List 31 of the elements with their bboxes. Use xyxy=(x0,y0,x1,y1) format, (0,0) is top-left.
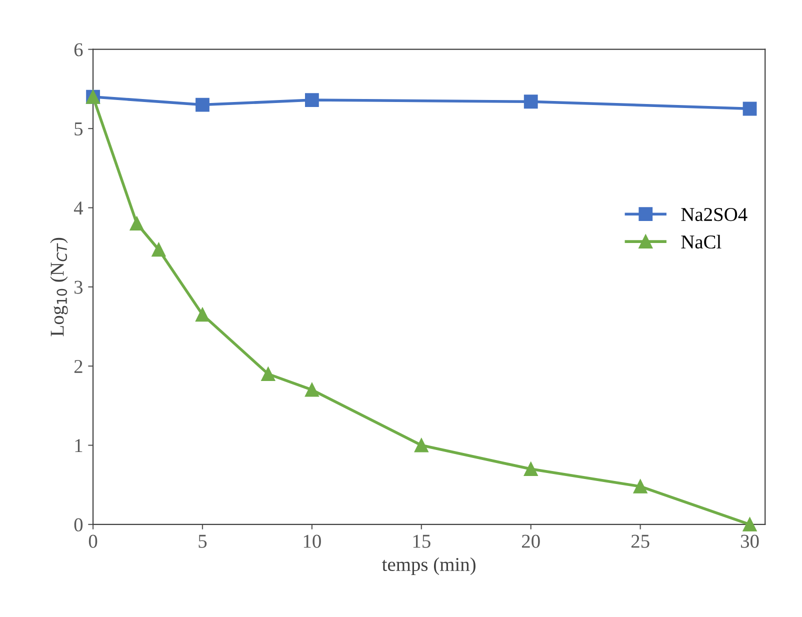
point xyxy=(130,216,144,231)
x-tick-label: 25 xyxy=(631,534,650,548)
y-tick-label: 3 xyxy=(74,280,83,294)
point xyxy=(152,242,166,257)
point xyxy=(414,438,428,452)
point xyxy=(196,308,210,322)
y-tick-label: 6 xyxy=(74,43,83,56)
x-tick-label: 20 xyxy=(522,534,540,548)
point xyxy=(196,98,210,112)
point xyxy=(261,367,276,381)
point xyxy=(742,102,757,116)
x-tick-label: 0 xyxy=(88,534,98,548)
x-tick-label: 30 xyxy=(740,534,759,548)
x-tick-label: 15 xyxy=(413,534,430,548)
y-tick-label: 4 xyxy=(74,202,84,214)
legend-label: Na2SO4 xyxy=(681,208,748,222)
point xyxy=(633,480,648,494)
y-axis-title: Log$_{10}$ (N$_{CT}$) xyxy=(50,238,68,336)
point xyxy=(524,94,538,109)
x-tick-label: 5 xyxy=(198,534,207,548)
legend-label: NaCl xyxy=(681,234,722,249)
point xyxy=(742,518,757,532)
point xyxy=(524,462,538,476)
point xyxy=(305,93,319,107)
y-tick-label: 0 xyxy=(74,518,83,532)
y-tick-label: 5 xyxy=(74,122,83,136)
x-axis-title: temps (min) xyxy=(382,557,476,575)
x-tick-label: 10 xyxy=(304,534,321,548)
y-tick-label: 1 xyxy=(75,439,82,452)
y-tick-label: 2 xyxy=(74,360,82,373)
point xyxy=(305,382,319,397)
